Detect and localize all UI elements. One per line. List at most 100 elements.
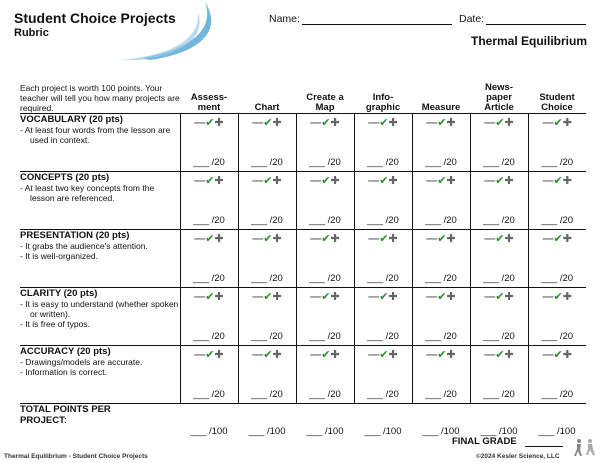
minus-icon[interactable]: — — [310, 232, 322, 245]
check-icon[interactable]: ✔ — [553, 174, 563, 187]
minus-icon[interactable]: — — [310, 348, 322, 361]
minus-icon[interactable]: — — [194, 232, 206, 245]
minus-icon[interactable]: — — [426, 174, 438, 187]
minus-icon[interactable]: — — [368, 232, 380, 245]
score-blank[interactable]: ___ /20 — [483, 388, 515, 400]
check-icon[interactable]: ✔ — [321, 232, 331, 245]
plus-icon[interactable]: ✚ — [562, 290, 572, 303]
minus-icon[interactable]: — — [194, 116, 206, 129]
minus-icon[interactable]: — — [252, 290, 264, 303]
check-icon[interactable]: ✔ — [205, 116, 215, 129]
score-blank[interactable]: ___ /20 — [309, 214, 341, 226]
plus-icon[interactable]: ✚ — [214, 290, 224, 303]
plus-icon[interactable]: ✚ — [272, 348, 282, 361]
score-blank[interactable]: ___ /20 — [425, 330, 457, 342]
minus-icon[interactable]: — — [368, 290, 380, 303]
plus-icon[interactable]: ✚ — [504, 290, 514, 303]
minus-icon[interactable]: — — [542, 290, 554, 303]
check-icon[interactable]: ✔ — [495, 232, 505, 245]
plus-icon[interactable]: ✚ — [388, 348, 398, 361]
total-score-blank[interactable]: ___ /100 — [190, 426, 228, 437]
check-icon[interactable]: ✔ — [321, 174, 331, 187]
score-blank[interactable]: ___ /20 — [193, 156, 225, 168]
plus-icon[interactable]: ✚ — [446, 290, 456, 303]
check-icon[interactable]: ✔ — [263, 290, 273, 303]
minus-icon[interactable]: — — [194, 290, 206, 303]
plus-icon[interactable]: ✚ — [272, 290, 282, 303]
check-icon[interactable]: ✔ — [553, 348, 563, 361]
score-blank[interactable]: ___ /20 — [309, 156, 341, 168]
plus-icon[interactable]: ✚ — [446, 116, 456, 129]
score-blank[interactable]: ___ /20 — [425, 272, 457, 284]
minus-icon[interactable]: — — [484, 348, 496, 361]
score-blank[interactable]: ___ /20 — [309, 272, 341, 284]
minus-icon[interactable]: — — [484, 174, 496, 187]
plus-icon[interactable]: ✚ — [562, 174, 572, 187]
plus-icon[interactable]: ✚ — [330, 348, 340, 361]
plus-icon[interactable]: ✚ — [446, 348, 456, 361]
check-icon[interactable]: ✔ — [263, 348, 273, 361]
score-blank[interactable]: ___ /20 — [483, 214, 515, 226]
plus-icon[interactable]: ✚ — [330, 174, 340, 187]
plus-icon[interactable]: ✚ — [562, 232, 572, 245]
score-blank[interactable]: ___ /20 — [425, 214, 457, 226]
check-icon[interactable]: ✔ — [263, 116, 273, 129]
score-blank[interactable]: ___ /20 — [251, 272, 283, 284]
plus-icon[interactable]: ✚ — [562, 348, 572, 361]
check-icon[interactable]: ✔ — [205, 232, 215, 245]
score-blank[interactable]: ___ /20 — [425, 156, 457, 168]
plus-icon[interactable]: ✚ — [388, 174, 398, 187]
minus-icon[interactable]: — — [426, 232, 438, 245]
plus-icon[interactable]: ✚ — [562, 116, 572, 129]
check-icon[interactable]: ✔ — [437, 174, 447, 187]
minus-icon[interactable]: — — [194, 348, 206, 361]
check-icon[interactable]: ✔ — [263, 174, 273, 187]
check-icon[interactable]: ✔ — [321, 348, 331, 361]
score-blank[interactable]: ___ /20 — [425, 388, 457, 400]
check-icon[interactable]: ✔ — [379, 174, 389, 187]
date-field-line[interactable] — [486, 24, 586, 25]
total-score-blank[interactable]: ___ /100 — [480, 426, 518, 437]
check-icon[interactable]: ✔ — [437, 290, 447, 303]
plus-icon[interactable]: ✚ — [214, 174, 224, 187]
minus-icon[interactable]: — — [542, 232, 554, 245]
score-blank[interactable]: ___ /20 — [367, 156, 399, 168]
check-icon[interactable]: ✔ — [553, 290, 563, 303]
minus-icon[interactable]: — — [484, 290, 496, 303]
plus-icon[interactable]: ✚ — [388, 116, 398, 129]
check-icon[interactable]: ✔ — [205, 174, 215, 187]
check-icon[interactable]: ✔ — [495, 116, 505, 129]
minus-icon[interactable]: — — [252, 116, 264, 129]
score-blank[interactable]: ___ /20 — [367, 330, 399, 342]
total-score-blank[interactable]: ___ /100 — [248, 426, 286, 437]
name-field-line[interactable] — [302, 24, 452, 25]
plus-icon[interactable]: ✚ — [330, 116, 340, 129]
minus-icon[interactable]: — — [368, 174, 380, 187]
plus-icon[interactable]: ✚ — [214, 116, 224, 129]
minus-icon[interactable]: — — [252, 348, 264, 361]
plus-icon[interactable]: ✚ — [446, 174, 456, 187]
check-icon[interactable]: ✔ — [379, 232, 389, 245]
score-blank[interactable]: ___ /20 — [309, 388, 341, 400]
minus-icon[interactable]: — — [252, 174, 264, 187]
minus-icon[interactable]: — — [426, 290, 438, 303]
plus-icon[interactable]: ✚ — [388, 232, 398, 245]
check-icon[interactable]: ✔ — [495, 290, 505, 303]
minus-icon[interactable]: — — [194, 174, 206, 187]
plus-icon[interactable]: ✚ — [388, 290, 398, 303]
plus-icon[interactable]: ✚ — [446, 232, 456, 245]
plus-icon[interactable]: ✚ — [272, 116, 282, 129]
minus-icon[interactable]: — — [484, 116, 496, 129]
check-icon[interactable]: ✔ — [495, 174, 505, 187]
minus-icon[interactable]: — — [310, 174, 322, 187]
plus-icon[interactable]: ✚ — [504, 348, 514, 361]
plus-icon[interactable]: ✚ — [504, 116, 514, 129]
total-score-blank[interactable]: ___ /100 — [306, 426, 344, 437]
score-blank[interactable]: ___ /20 — [483, 330, 515, 342]
score-blank[interactable]: ___ /20 — [193, 272, 225, 284]
minus-icon[interactable]: — — [368, 348, 380, 361]
check-icon[interactable]: ✔ — [553, 116, 563, 129]
plus-icon[interactable]: ✚ — [504, 174, 514, 187]
score-blank[interactable]: ___ /20 — [251, 214, 283, 226]
plus-icon[interactable]: ✚ — [214, 348, 224, 361]
